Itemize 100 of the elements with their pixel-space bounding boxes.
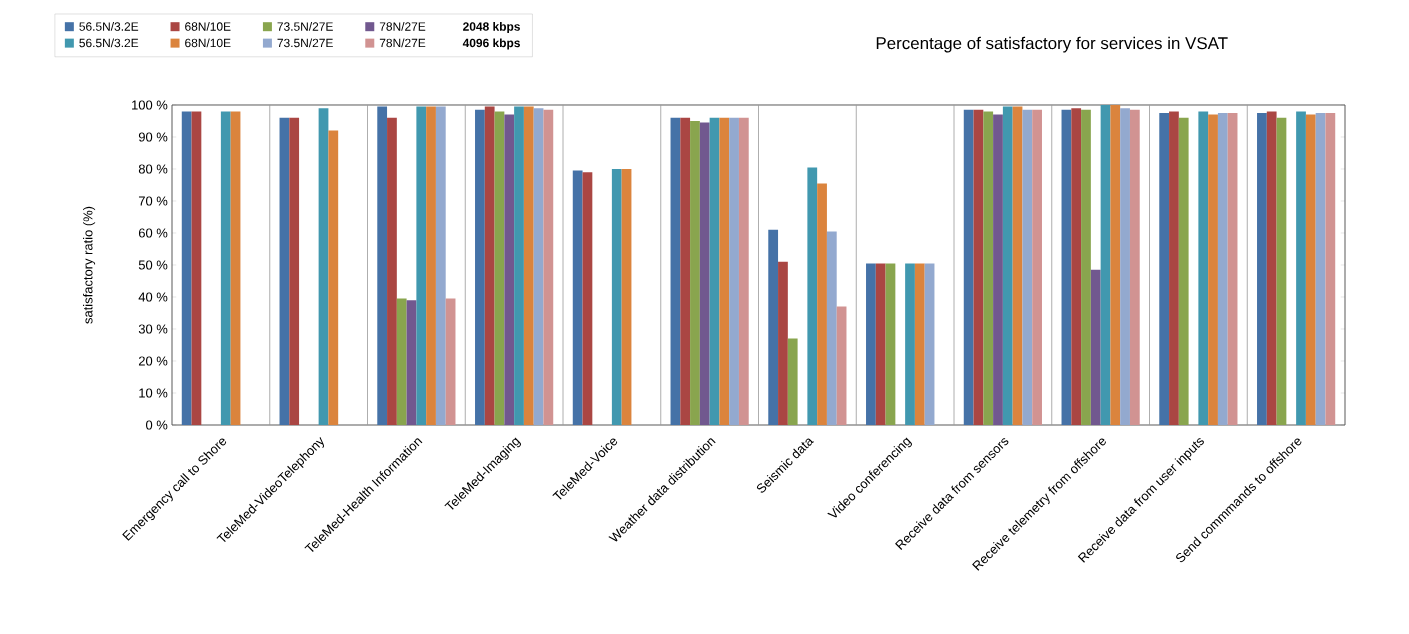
bar <box>1169 111 1179 425</box>
bar <box>1061 109 1072 425</box>
bar <box>914 263 925 425</box>
bar <box>582 172 593 425</box>
bar <box>396 298 407 425</box>
bar <box>729 117 739 425</box>
bar <box>494 111 505 425</box>
bar <box>709 117 720 425</box>
bar <box>484 106 495 425</box>
bar <box>836 306 847 425</box>
bar <box>475 109 485 425</box>
bar <box>435 106 446 425</box>
bar <box>191 111 202 425</box>
bar <box>523 106 534 425</box>
y-tick-label: 100 % <box>132 100 168 110</box>
bar <box>924 263 935 425</box>
bar <box>1315 113 1326 425</box>
text: 2048 kbps <box>463 21 520 34</box>
bar <box>817 183 827 425</box>
bar <box>905 263 915 425</box>
bar <box>1325 113 1336 425</box>
bar <box>220 111 231 425</box>
y-tick-label: 80 % <box>138 164 168 174</box>
bar <box>1198 111 1209 425</box>
bar <box>426 106 436 425</box>
bar <box>1081 109 1091 425</box>
bar <box>445 298 456 425</box>
y-tick-label: 70 % <box>138 196 168 206</box>
legend-label: 56.5N/3.2E <box>79 38 139 48</box>
legend-label: 78N/27E <box>379 38 426 48</box>
bar <box>1208 114 1218 425</box>
bar <box>1159 113 1170 425</box>
bar <box>328 130 339 425</box>
bar <box>1022 109 1033 425</box>
bar <box>1266 111 1277 425</box>
bar <box>993 114 1003 425</box>
bar <box>621 169 632 425</box>
bar <box>504 114 515 425</box>
bar <box>543 109 554 425</box>
legend-label: 73.5N/27E <box>277 38 333 48</box>
bar <box>768 229 779 425</box>
bar <box>738 117 749 425</box>
legend-label: 68N/10E <box>185 21 231 31</box>
bar <box>866 263 876 425</box>
bar <box>807 167 818 425</box>
bar <box>1129 109 1140 425</box>
y-axis-title: satisfactory ratio (%) <box>83 206 96 324</box>
bar <box>983 111 994 425</box>
bar <box>973 109 984 425</box>
bar <box>387 117 397 425</box>
y-tick-label: 90 % <box>138 132 168 142</box>
bar <box>279 117 290 425</box>
chart-title: Percentage of satisfactory for services in VSAT <box>876 36 1228 53</box>
bar <box>1012 106 1023 425</box>
y-tick-label: 30 % <box>138 324 168 334</box>
bar <box>533 108 544 425</box>
y-tick-label: 0 % <box>146 420 168 430</box>
bar <box>680 117 691 425</box>
bar <box>787 338 798 425</box>
bar <box>1120 108 1130 425</box>
y-tick-label: 40 % <box>138 292 168 302</box>
bar <box>406 300 417 425</box>
bar <box>611 169 622 425</box>
bar <box>572 170 583 425</box>
bar <box>230 111 241 425</box>
bar <box>875 263 886 425</box>
legend-label: 78N/27E <box>379 21 426 31</box>
bar <box>318 108 329 425</box>
bar <box>885 263 896 425</box>
bar <box>1032 109 1042 425</box>
bar <box>1217 113 1228 425</box>
bar <box>1178 117 1189 425</box>
legend-label: 56.5N/3.2E <box>79 21 139 31</box>
text: 4096 kbps <box>462 38 520 50</box>
bar <box>1257 113 1267 425</box>
bar <box>377 106 388 425</box>
bar <box>1276 117 1287 425</box>
bar <box>719 117 730 425</box>
bar <box>963 109 974 425</box>
y-tick-label: 20 % <box>138 356 168 366</box>
bar <box>826 231 837 425</box>
y-tick-label: 60 % <box>138 228 168 238</box>
bar <box>514 106 524 425</box>
bar <box>699 122 710 425</box>
bar <box>670 117 681 425</box>
y-tick-label: 50 % <box>138 260 168 270</box>
bar <box>690 121 700 425</box>
legend-label: 68N/10E <box>185 38 231 48</box>
bar <box>1100 105 1111 425</box>
bar <box>1305 114 1316 425</box>
bar <box>1071 108 1082 425</box>
bar <box>181 111 192 425</box>
bar <box>1090 269 1101 425</box>
bar <box>416 106 427 425</box>
bar <box>1296 111 1306 425</box>
bar <box>1002 106 1013 425</box>
bar <box>1110 105 1121 425</box>
bar <box>289 117 300 425</box>
y-tick-label: 10 % <box>139 388 168 398</box>
bar <box>1227 113 1238 425</box>
